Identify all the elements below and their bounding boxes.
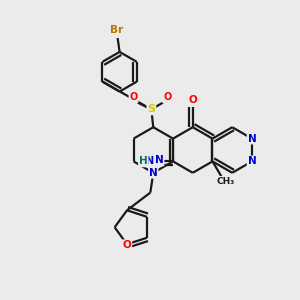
Text: O: O bbox=[123, 240, 131, 250]
Text: N: N bbox=[149, 168, 158, 178]
Text: H: H bbox=[139, 156, 148, 167]
Text: CH₃: CH₃ bbox=[216, 177, 235, 186]
Text: S: S bbox=[147, 104, 155, 114]
Text: NH: NH bbox=[145, 156, 161, 167]
Text: O: O bbox=[188, 95, 197, 106]
Text: Br: Br bbox=[110, 25, 123, 35]
Text: N: N bbox=[248, 156, 256, 167]
Text: O: O bbox=[163, 92, 171, 103]
Text: N: N bbox=[248, 134, 256, 144]
Text: O: O bbox=[129, 92, 138, 103]
Text: N: N bbox=[155, 155, 164, 165]
